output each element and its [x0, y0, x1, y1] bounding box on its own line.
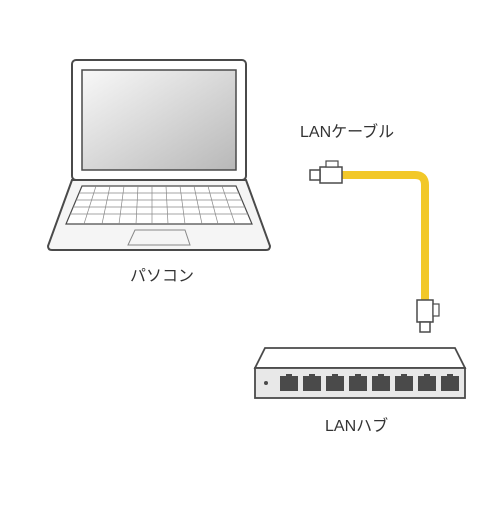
- hub-label: LANハブ: [325, 412, 388, 436]
- diagram-canvas: [0, 0, 500, 500]
- cable-connector-left: [310, 161, 342, 183]
- computer-label: パソコン: [130, 262, 194, 286]
- lan-cable-illustration: [310, 161, 439, 332]
- cable-connector-bottom: [417, 300, 439, 332]
- cable-label: LANケーブル: [300, 118, 394, 142]
- laptop-illustration: [48, 60, 270, 250]
- lan-hub-illustration: [255, 348, 465, 398]
